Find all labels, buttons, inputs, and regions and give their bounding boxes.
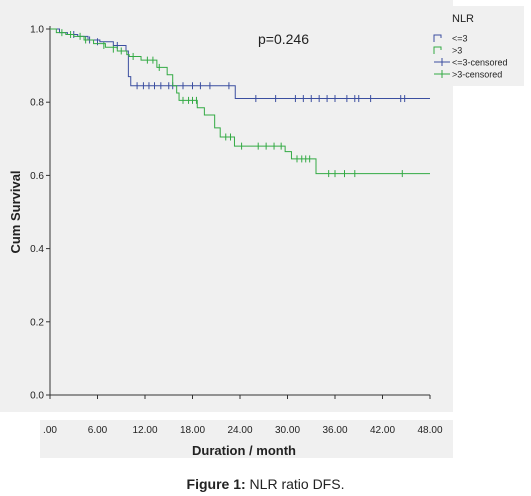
y-tick-label: 0.6 <box>30 171 44 182</box>
x-tick-label: .00 <box>43 425 57 436</box>
survival-curve-1 <box>50 28 430 175</box>
x-tick-label: 30.00 <box>275 425 300 436</box>
figure-caption: Figure 1: NLR ratio DFS. <box>0 476 531 492</box>
y-tick-label: 0.8 <box>30 98 44 109</box>
x-tick-label: 24.00 <box>227 425 252 436</box>
legend-entry: <=3 <box>452 34 468 44</box>
legend-step-symbol <box>433 46 442 54</box>
legend-panel <box>432 6 524 86</box>
x-tick-label: 18.00 <box>180 425 205 436</box>
legend-layer: NLR <=3 >3 <=3-censored >3-censored <box>433 13 508 80</box>
caption-text: NLR ratio DFS. <box>245 476 345 492</box>
x-tick-label: 48.00 <box>417 425 442 436</box>
x-axis-title: Duration / month <box>192 443 296 458</box>
legend-entry: <=3-censored <box>452 58 508 68</box>
survival-chart: 0.0 0.2 0.4 0.6 0.8 1.0 .00 6.00 12.00 18.00 24.00… <box>8 13 508 459</box>
plot-background <box>0 0 453 412</box>
x-tick-label: 6.00 <box>88 425 108 436</box>
x-tick-label: 42.00 <box>370 425 395 436</box>
y-tick-label: 1.0 <box>30 25 44 36</box>
legend-title: NLR <box>452 13 474 25</box>
x-tick-label: 36.00 <box>322 425 347 436</box>
axes: 0.0 0.2 0.4 0.6 0.8 1.0 .00 6.00 12.00 18.00 24.00… <box>8 25 443 459</box>
caption-label: Figure 1: <box>186 476 246 492</box>
y-axis-title: Cum Survival <box>8 170 23 253</box>
y-tick-label: 0.2 <box>30 317 44 328</box>
legend-entry: >3 <box>452 46 462 56</box>
x-tick-label: 12.00 <box>132 425 157 436</box>
legend-entry: >3-censored <box>452 70 502 80</box>
p-value-annotation: p=0.246 <box>258 31 309 47</box>
x-axis-band <box>40 420 453 458</box>
legend-step-symbol <box>433 34 442 42</box>
y-tick-label: 0.0 <box>30 391 44 402</box>
series-layer <box>50 28 430 178</box>
survival-curve-0 <box>50 28 430 100</box>
y-tick-label: 0.4 <box>30 244 44 255</box>
